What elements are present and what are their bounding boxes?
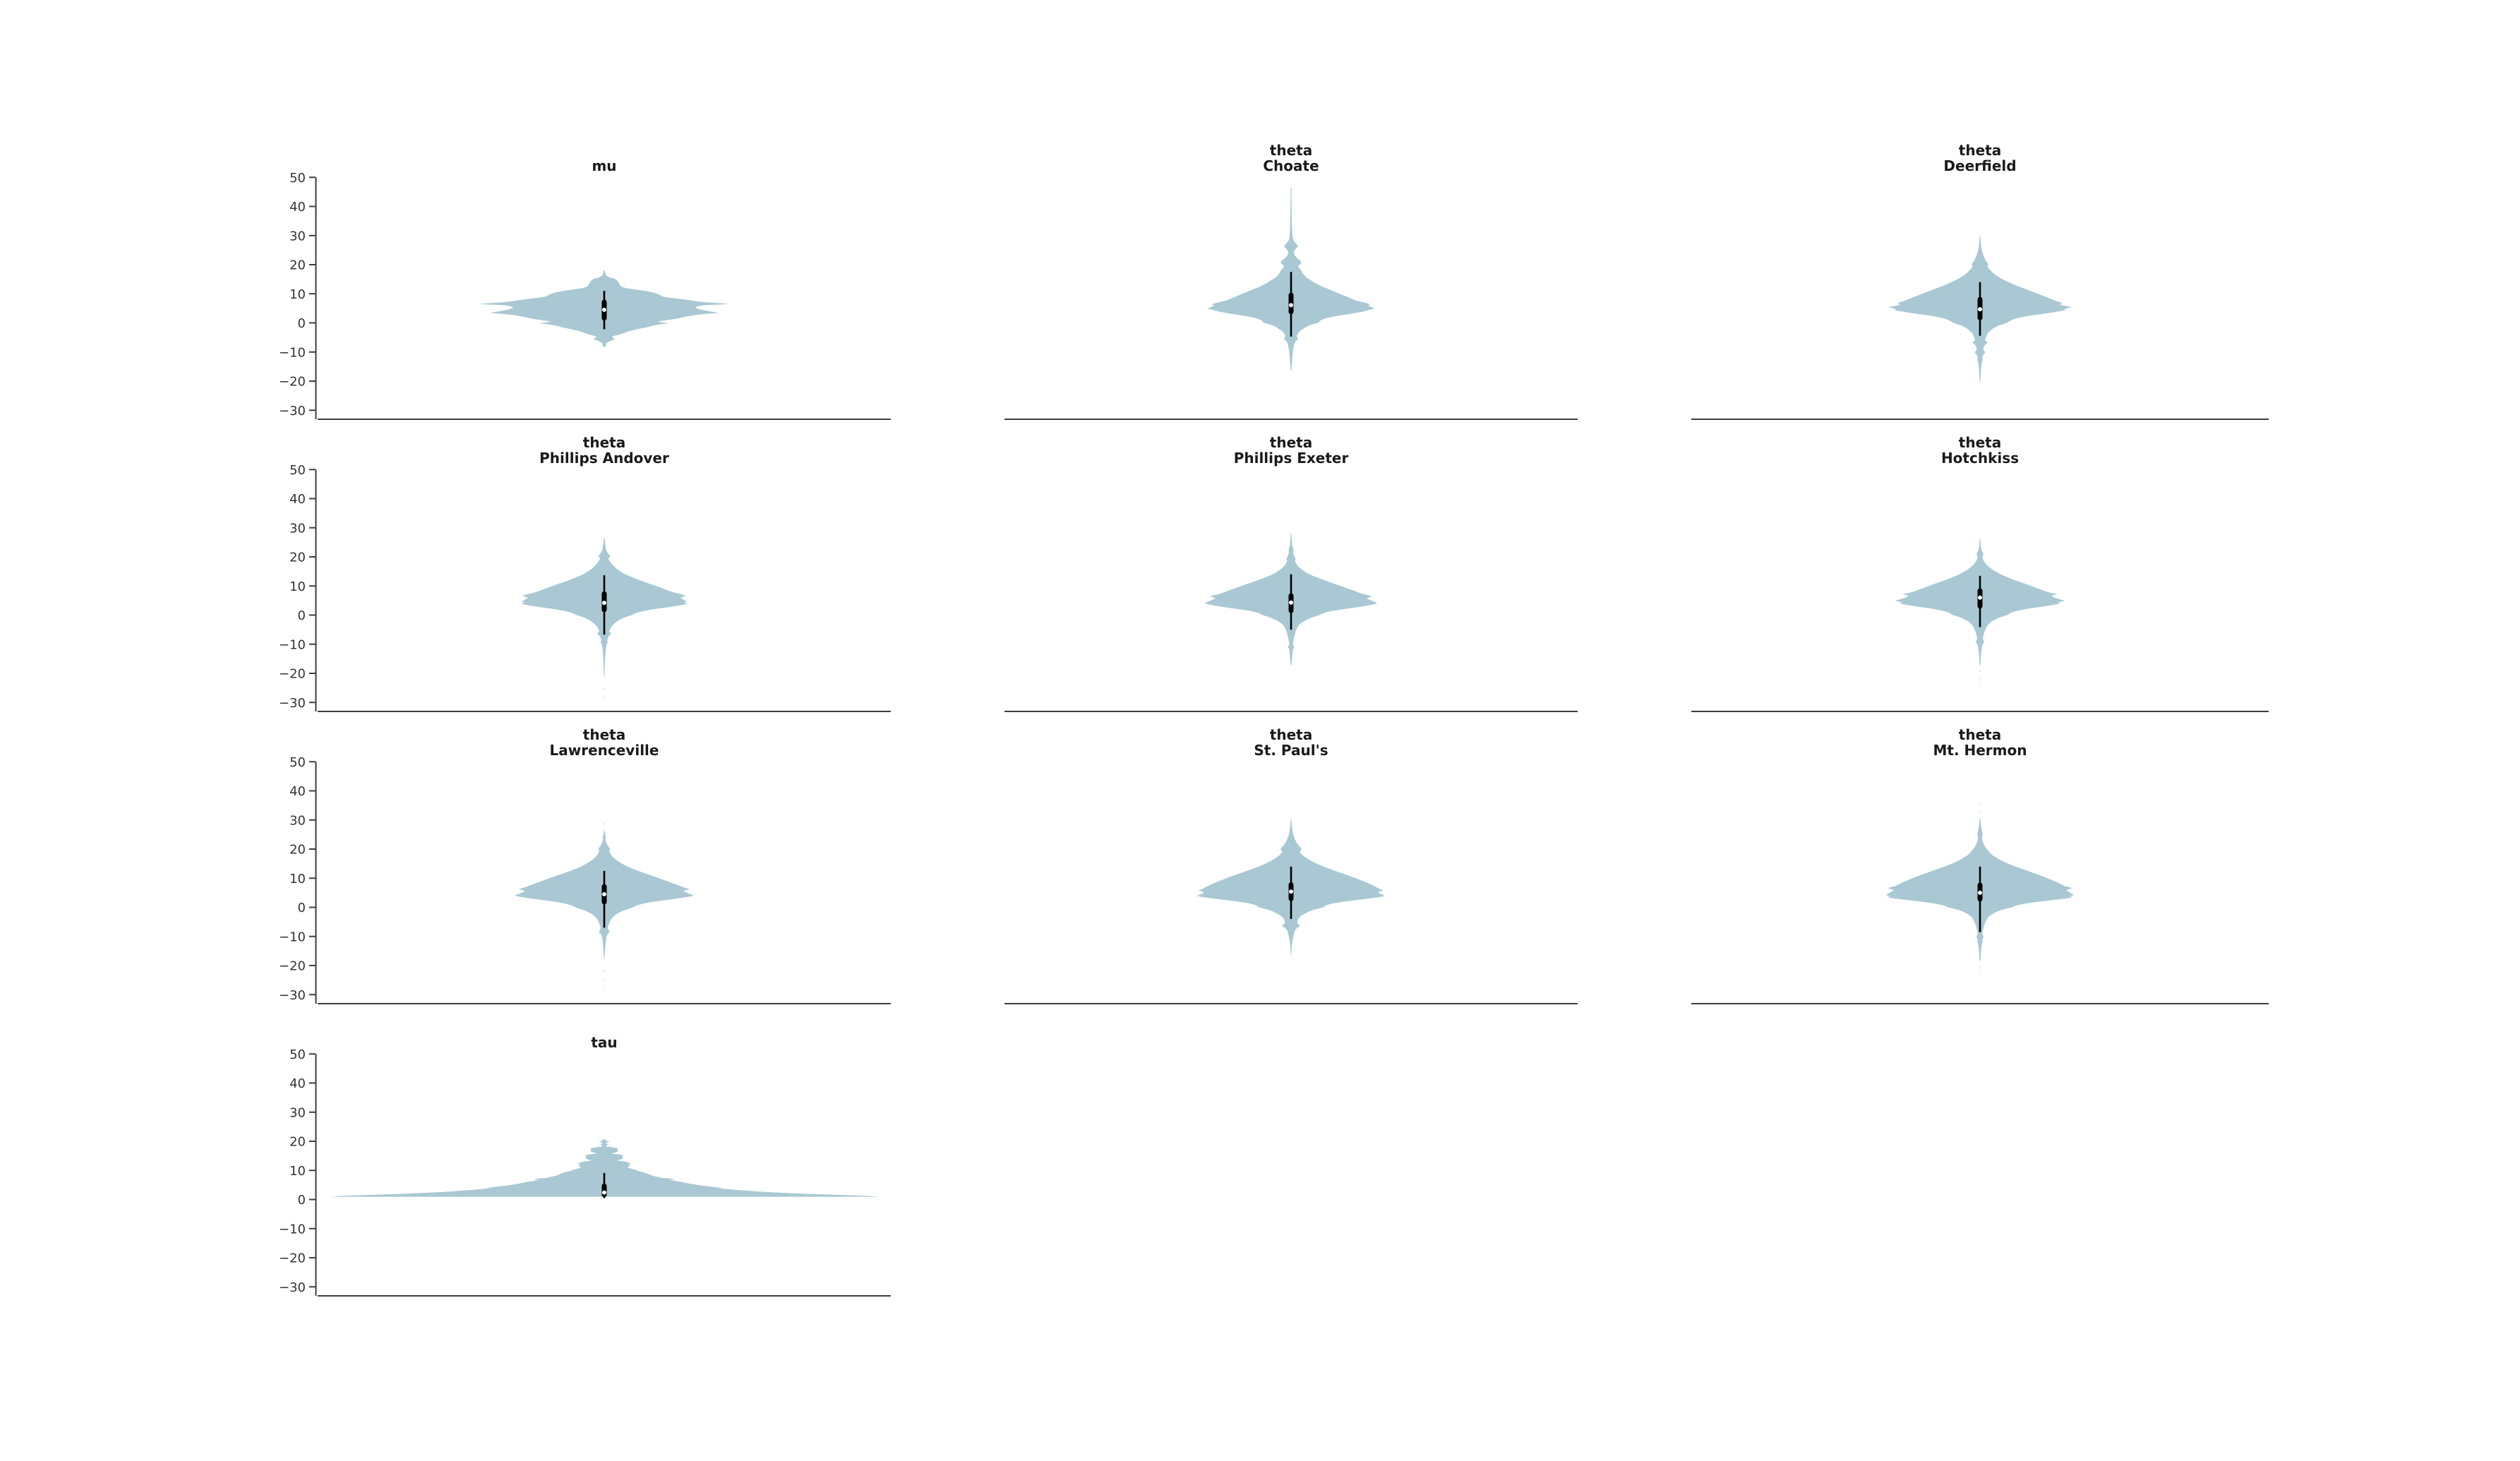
panel-title: theta (1270, 142, 1312, 159)
panel-title: Choate (1263, 157, 1319, 174)
violin-body (332, 1139, 876, 1197)
panel-title: theta (583, 726, 625, 743)
y-tick-label: 20 (289, 843, 306, 858)
y-tick-label: 10 (289, 287, 306, 302)
y-tick-label: −10 (279, 637, 306, 652)
panel-title: Phillips Exeter (1234, 450, 1349, 467)
quartile-box (601, 1183, 607, 1198)
y-tick-label: 20 (289, 258, 306, 273)
y-tick-label: 30 (289, 229, 306, 244)
panel-title: Lawrenceville (550, 742, 659, 759)
median-dot (1289, 889, 1293, 894)
y-tick-label: 0 (298, 316, 306, 331)
y-tick-label: −20 (279, 375, 306, 390)
y-tick-label: 50 (289, 171, 306, 186)
y-tick-label: 20 (289, 1135, 306, 1150)
y-tick-label: 40 (289, 492, 306, 507)
y-tick-label: −10 (279, 1222, 306, 1237)
y-tick-label: 0 (298, 1193, 306, 1208)
panel-title: Deerfield (1943, 157, 2016, 174)
y-tick-label: −30 (279, 696, 306, 711)
median-dot (1289, 600, 1293, 605)
panel-title: Hotchkiss (1941, 450, 2019, 467)
y-tick-label: 30 (289, 521, 306, 536)
violin-panel-9: tau 50 40 30 20 10 0 −10 −20 −30 (279, 1034, 891, 1297)
panel-title: St. Paul's (1254, 742, 1328, 759)
panel-title: theta (1959, 726, 2001, 743)
median-dot (1978, 890, 1982, 895)
y-tick-label: 10 (289, 579, 306, 594)
panel-title: Phillips Andover (539, 450, 669, 467)
y-tick-label: −30 (279, 988, 306, 1003)
panel-title: Mt. Hermon (1933, 742, 2027, 759)
median-dot (602, 307, 606, 312)
panel-title: theta (583, 434, 625, 451)
y-tick-label: 30 (289, 1105, 306, 1120)
panel-title: tau (591, 1034, 617, 1051)
y-tick-label: −10 (279, 930, 306, 944)
y-tick-label: 40 (289, 784, 306, 799)
y-tick-label: 20 (289, 551, 306, 565)
y-tick-label: 50 (289, 1047, 306, 1062)
median-dot (1978, 307, 1982, 312)
y-tick-label: 30 (289, 813, 306, 828)
panel-title: mu (592, 157, 616, 174)
median-dot (1978, 595, 1982, 600)
y-tick-label: 40 (289, 1076, 306, 1091)
panel-title: theta (1959, 434, 2001, 451)
panel-title: theta (1270, 726, 1312, 743)
panel-title: theta (1270, 434, 1312, 451)
y-tick-label: 0 (298, 901, 306, 915)
median-dot (1289, 303, 1293, 308)
y-tick-label: 50 (289, 463, 306, 478)
y-tick-label: 10 (289, 872, 306, 886)
y-tick-label: 40 (289, 200, 306, 215)
y-tick-label: −20 (279, 959, 306, 974)
median-dot (602, 1190, 606, 1195)
y-tick-label: −20 (279, 667, 306, 682)
y-tick-label: 10 (289, 1164, 306, 1179)
y-tick-label: −30 (279, 404, 306, 419)
y-tick-label: −30 (279, 1280, 306, 1295)
panel-title: theta (1959, 142, 2001, 159)
y-tick-label: −10 (279, 345, 306, 360)
y-tick-label: 0 (298, 608, 306, 623)
y-tick-label: 50 (289, 755, 306, 770)
median-dot (602, 891, 606, 896)
violin-panel-0: mu 50 40 30 20 10 0 −10 −20 −30 (279, 157, 891, 420)
y-tick-label: −20 (279, 1251, 306, 1266)
median-dot (602, 601, 606, 606)
